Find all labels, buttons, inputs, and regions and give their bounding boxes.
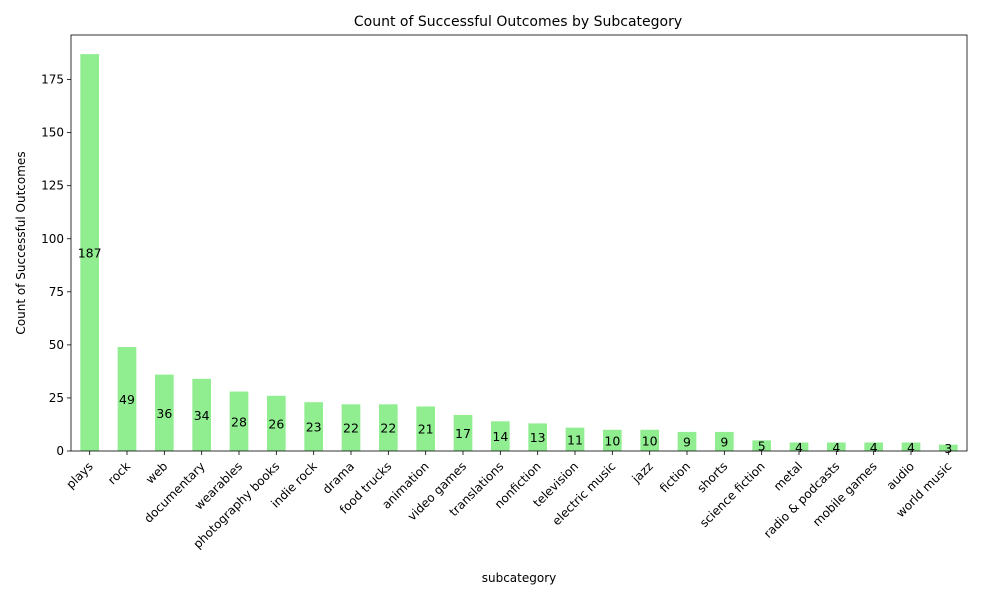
bar-value-label: 23 bbox=[306, 420, 322, 435]
bar-value-label: 3 bbox=[944, 441, 952, 456]
bar bbox=[453, 414, 473, 451]
x-tick-label: jazz bbox=[629, 459, 656, 486]
bar bbox=[80, 54, 99, 451]
bar-value-label: 9 bbox=[720, 434, 728, 449]
y-tick-label: 125 bbox=[41, 179, 64, 193]
bar bbox=[901, 442, 921, 451]
bar-value-label: 187 bbox=[78, 246, 102, 261]
bar-value-label: 4 bbox=[870, 440, 878, 455]
bar-value-label: 4 bbox=[832, 440, 840, 455]
bar bbox=[939, 444, 958, 451]
x-tick-label: science fiction bbox=[697, 459, 768, 530]
bar bbox=[192, 378, 211, 451]
bar bbox=[155, 374, 174, 451]
bar bbox=[416, 406, 435, 451]
x-tick-label: metal bbox=[771, 459, 805, 493]
x-tick-label: mobile games bbox=[810, 459, 880, 529]
bar bbox=[229, 391, 249, 451]
y-axis-label: Count of Successful Outcomes bbox=[14, 151, 28, 334]
bar-value-label: 28 bbox=[231, 414, 247, 429]
bar bbox=[677, 431, 697, 451]
bar bbox=[491, 421, 510, 451]
bar bbox=[715, 431, 734, 451]
y-tick-label: 0 bbox=[56, 444, 64, 458]
x-tick-label: rock bbox=[105, 459, 133, 487]
bar-value-label: 5 bbox=[758, 439, 766, 454]
bar bbox=[789, 442, 809, 451]
y-tick-label: 25 bbox=[49, 391, 64, 405]
bar bbox=[528, 423, 547, 451]
bar-value-label: 10 bbox=[642, 433, 658, 448]
bar bbox=[565, 427, 585, 451]
bar-value-label: 9 bbox=[683, 434, 691, 449]
x-tick-label: plays bbox=[63, 459, 95, 491]
bar bbox=[864, 442, 883, 451]
y-tick-label: 50 bbox=[49, 338, 64, 352]
bar-value-label: 21 bbox=[418, 422, 434, 437]
x-axis-label: subcategory bbox=[482, 571, 557, 585]
y-axis-ticks: 0 25 50 75 100 125 150 175 bbox=[41, 73, 71, 458]
bar-value-label: 13 bbox=[530, 430, 546, 445]
bar-value-label: 22 bbox=[380, 421, 396, 436]
bar bbox=[304, 402, 323, 451]
y-tick-label: 150 bbox=[41, 126, 64, 140]
bar-value-labels: 187 49 36 34 28 26 23 22 22 21 17 14 13 11 10 10 9 9 5 4 4 4 4… bbox=[78, 246, 953, 456]
bar-value-label: 49 bbox=[119, 392, 135, 407]
chart-title: Count of Successful Outcomes by Subcateg… bbox=[354, 14, 682, 30]
bar-value-label: 11 bbox=[567, 432, 583, 447]
bars bbox=[80, 54, 958, 451]
bar-value-label: 14 bbox=[492, 429, 508, 444]
y-tick-label: 175 bbox=[41, 73, 64, 87]
y-tick-label: 75 bbox=[49, 285, 64, 299]
bar-value-label: 22 bbox=[343, 421, 359, 436]
x-axis-ticks: plays rock webdocumentarywearablesphotogra… bbox=[63, 451, 954, 551]
bar-value-label: 36 bbox=[156, 406, 172, 421]
bar bbox=[603, 429, 622, 451]
bar bbox=[379, 404, 398, 451]
bar bbox=[341, 404, 361, 451]
bar-value-label: 26 bbox=[268, 416, 284, 431]
bar-value-label: 4 bbox=[795, 440, 803, 455]
plot-frame bbox=[70, 34, 968, 452]
x-tick-label: shorts bbox=[694, 459, 730, 495]
bar bbox=[827, 442, 846, 451]
x-tick-label: fiction bbox=[657, 459, 693, 495]
bar bbox=[117, 347, 137, 451]
y-tick-label: 100 bbox=[41, 232, 64, 246]
bar bbox=[752, 440, 771, 451]
bar bbox=[267, 395, 286, 451]
bar bbox=[640, 429, 659, 451]
x-tick-label: web bbox=[143, 459, 170, 486]
bar-value-label: 17 bbox=[455, 426, 471, 441]
bar-value-label: 4 bbox=[907, 440, 915, 455]
x-tick-label: audio bbox=[884, 459, 917, 492]
bar-value-label: 10 bbox=[604, 433, 620, 448]
bar-value-label: 34 bbox=[194, 408, 210, 423]
